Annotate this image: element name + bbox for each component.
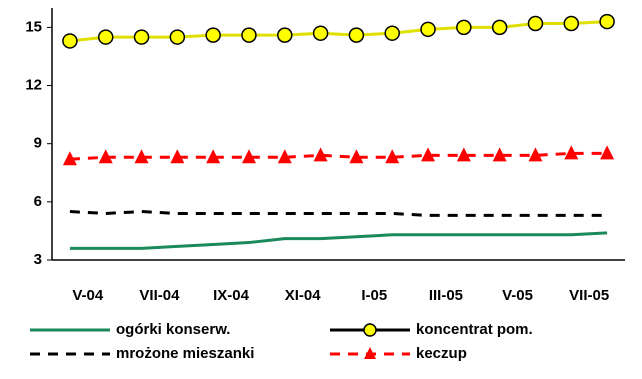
data-point [134, 149, 149, 164]
y-tick-label: 15 [25, 18, 42, 35]
data-point [277, 149, 292, 164]
data-point [564, 145, 579, 160]
data-point [563, 15, 580, 32]
x-tick-label: V-05 [502, 287, 533, 304]
x-tick-label: I-05 [361, 287, 387, 304]
legend-marker [363, 323, 377, 337]
data-point [456, 19, 472, 36]
data-point [599, 13, 615, 30]
data-point [241, 27, 257, 43]
data-point [98, 149, 113, 164]
x-tick-label: VII-04 [139, 287, 180, 304]
data-point [277, 27, 293, 43]
data-point [62, 151, 77, 166]
legend-label: keczup [416, 345, 467, 362]
x-tick-label: V-04 [72, 287, 104, 304]
series-line [69, 20, 608, 43]
data-point [491, 19, 508, 36]
data-point [170, 149, 185, 164]
x-tick-label: IX-04 [213, 287, 250, 304]
y-tick-label: 6 [34, 193, 42, 210]
data-point [456, 147, 471, 162]
legend-label: koncentrat pom. [416, 321, 533, 338]
data-point [169, 29, 186, 45]
x-tick-label: VII-05 [569, 287, 609, 304]
data-point [205, 27, 221, 43]
y-tick-label: 12 [25, 77, 42, 94]
data-point [241, 149, 256, 164]
data-point [527, 15, 544, 32]
data-point [420, 21, 436, 38]
series-line [69, 231, 608, 250]
data-point [313, 147, 328, 162]
data-point [528, 147, 543, 162]
data-point [348, 27, 365, 43]
x-tick-label: XI-04 [285, 287, 322, 304]
data-point [312, 25, 329, 41]
data-point [349, 149, 364, 164]
data-point [133, 29, 150, 45]
data-point [600, 145, 615, 160]
data-point [62, 33, 78, 49]
data-point [385, 149, 400, 164]
data-point [97, 29, 114, 45]
legend-label: ogórki konserw. [116, 321, 230, 338]
legend-label: mrożone mieszanki [116, 345, 254, 362]
legend-marker [364, 347, 376, 359]
x-tick-label: III-05 [429, 287, 463, 304]
y-tick-label: 3 [34, 251, 42, 268]
data-point [206, 149, 221, 164]
y-tick-label: 9 [34, 135, 42, 152]
data-point [421, 147, 436, 162]
data-point [384, 25, 400, 41]
data-point [492, 147, 507, 162]
